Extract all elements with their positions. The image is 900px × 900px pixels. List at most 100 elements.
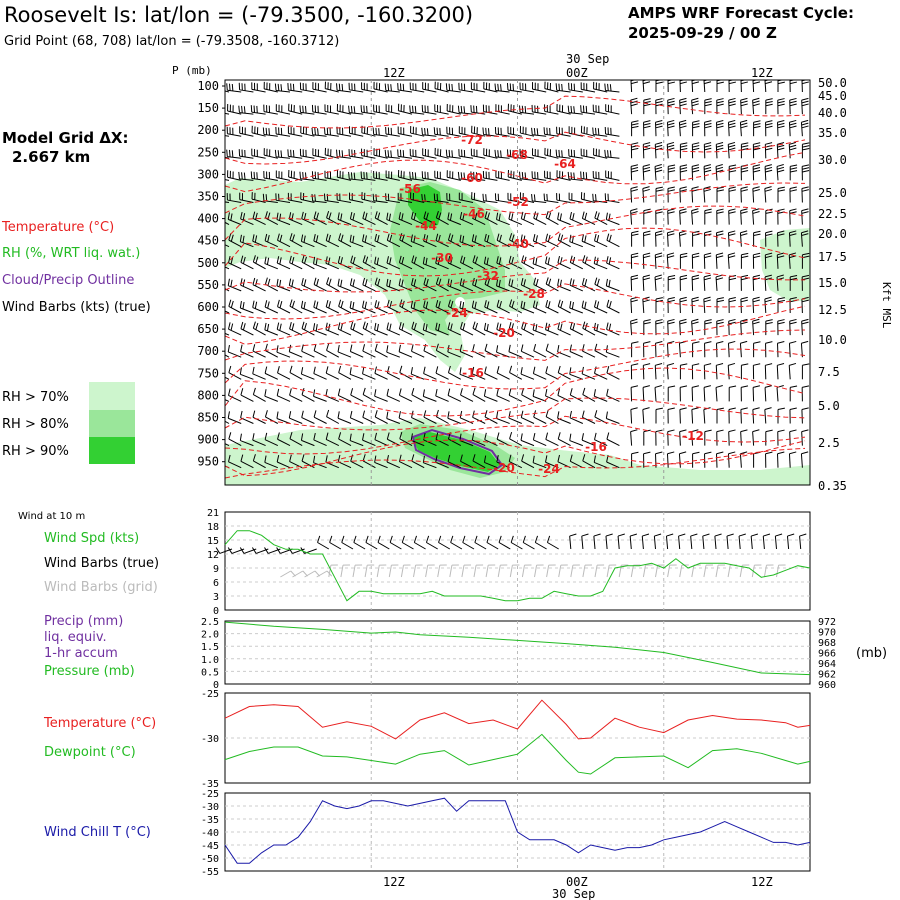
wind-barb <box>447 351 461 358</box>
wind-barb <box>291 213 294 221</box>
wind-barb <box>228 432 232 440</box>
wind-barb <box>581 234 584 242</box>
wind-barb <box>581 307 596 314</box>
wind-barb <box>390 84 392 92</box>
wind-barb <box>560 234 564 242</box>
surface-wind-barb <box>605 533 613 537</box>
wind-barb <box>765 103 773 107</box>
wind-barb <box>572 323 576 331</box>
wind-barb <box>680 164 688 167</box>
wind-barb <box>240 410 243 418</box>
temperature-contour-label: -20 <box>493 326 515 340</box>
wind-barb <box>225 135 230 137</box>
wind-barb <box>765 122 773 126</box>
wind-barb <box>325 322 328 330</box>
pressure-axis: 1001502002503003504004505005506006507007… <box>197 79 225 469</box>
wind-barb <box>414 106 417 114</box>
wind-barb <box>338 305 352 314</box>
wind-barb <box>337 417 352 424</box>
y-tick-label: -35 <box>201 779 219 790</box>
surface-wind-barb <box>317 542 330 550</box>
wind-barb <box>350 351 364 358</box>
wind-barb <box>593 389 596 397</box>
wind-barb <box>511 323 514 331</box>
wind-barb <box>557 233 561 241</box>
wind-barb <box>643 142 651 145</box>
wind-barb <box>471 88 486 93</box>
wind-barb <box>340 257 343 265</box>
wind-barb <box>251 111 266 115</box>
wind-barb <box>337 454 341 462</box>
wind-barb <box>288 155 303 159</box>
wind-barb <box>667 362 675 366</box>
wind-barb <box>401 279 404 287</box>
wind-barb <box>679 208 687 212</box>
wind-barb <box>594 300 597 308</box>
wind-barb <box>262 127 265 135</box>
wind-barb <box>301 211 304 219</box>
wind-barb <box>667 81 675 85</box>
wind-barb <box>447 395 462 402</box>
wind-barb <box>422 154 437 159</box>
wind-barb <box>422 389 425 397</box>
wind-barb <box>313 263 327 270</box>
wind-barb <box>545 306 559 314</box>
wind-barb <box>463 172 466 180</box>
wind-barb <box>532 323 535 331</box>
wind-barb <box>291 323 295 331</box>
wind-barb <box>691 298 694 314</box>
wind-barb <box>252 439 266 447</box>
wind-barb <box>337 212 340 220</box>
grid-wind-barb <box>763 565 767 578</box>
wind-barb <box>276 133 291 137</box>
wind-barb <box>460 105 463 113</box>
wind-barb <box>631 451 639 455</box>
wind-barb <box>375 127 377 135</box>
wind-barb <box>325 455 328 463</box>
temperature-contour-label: -24 <box>538 462 560 476</box>
wind-barb <box>753 147 761 151</box>
wind-barb <box>314 128 316 136</box>
wind-barb <box>460 321 463 329</box>
wind-barb <box>728 299 736 303</box>
wind-barb <box>498 323 502 331</box>
wind-barb <box>655 169 663 173</box>
wind-barb <box>253 394 266 402</box>
wind-barb <box>401 300 405 308</box>
wind-barb <box>642 188 650 192</box>
wind-barb <box>277 299 280 307</box>
wind-barb <box>386 110 400 115</box>
pressure-tick-label: 750 <box>197 366 219 380</box>
wind-barb <box>535 257 538 265</box>
grid-wind-barb <box>606 565 610 578</box>
wind-barb <box>496 418 510 424</box>
wind-barb <box>474 212 478 220</box>
wind-barb <box>631 147 639 151</box>
wind-barb <box>777 122 785 126</box>
wind-barb <box>460 454 463 462</box>
wind-barb <box>352 279 355 287</box>
wind-barb <box>312 154 327 159</box>
height-tick-label: 17.5 <box>818 250 847 264</box>
wind-barb <box>729 167 737 170</box>
wind-barb <box>252 344 256 352</box>
wind-barb <box>594 432 597 440</box>
surface-wind-barb <box>786 536 790 550</box>
wind-barb <box>594 240 608 248</box>
wind-barb <box>378 128 380 136</box>
wind-barb <box>655 125 663 129</box>
wind-barb <box>703 164 711 167</box>
wind-barb <box>288 278 292 286</box>
wind-barb <box>753 145 761 148</box>
wind-barb <box>277 395 291 402</box>
wind-barb <box>520 278 524 286</box>
wind-barb <box>557 299 561 307</box>
temperature-contour <box>225 447 806 479</box>
wind-barb <box>472 394 486 402</box>
wind-barb <box>386 212 389 220</box>
wind-barb <box>608 234 612 242</box>
wind-barb <box>230 213 233 221</box>
wind-barb <box>655 363 663 366</box>
wind-barb <box>789 141 797 145</box>
wind-barb <box>227 344 230 353</box>
